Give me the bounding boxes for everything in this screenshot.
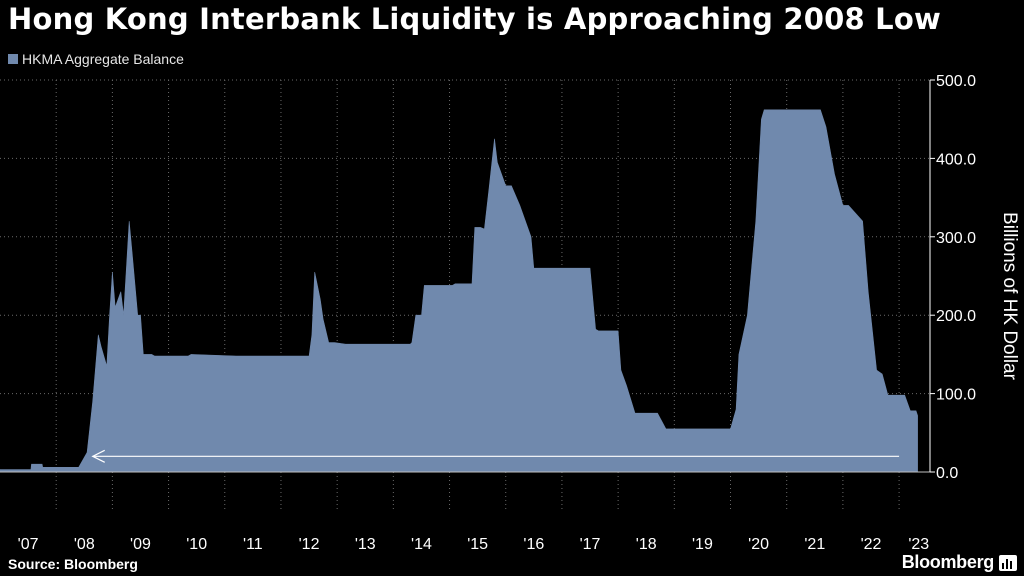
y-tick-label: 500.0 [936,73,976,90]
y-tick-label: 100.0 [936,387,976,404]
x-tick-label: '12 [299,536,320,553]
x-tick-label: '10 [186,536,207,553]
x-tick-label: '16 [523,536,544,553]
x-tick-label: '14 [411,536,432,553]
y-tick-label: 400.0 [936,151,976,168]
y-tick-label: 0.0 [936,465,958,482]
y-axis-title: Billions of HK Dollar [999,212,1020,381]
legend-label: HKMA Aggregate Balance [22,51,184,67]
x-tick-label: '15 [467,536,488,553]
y-tick-label: 200.0 [936,308,976,325]
x-tick-label: '09 [130,536,151,553]
source-note: Source: Bloomberg [8,556,138,572]
x-tick-label: '21 [804,536,825,553]
x-tick-label: '08 [74,536,95,553]
x-tick-label: '17 [580,536,601,553]
series-area [0,109,918,473]
legend: HKMA Aggregate Balance [8,51,184,67]
brand-logo: Bloomberg [901,552,995,572]
legend-swatch [8,54,18,64]
y-tick-label: 300.0 [936,230,976,247]
annotation-arrowhead [91,449,105,463]
x-tick-label: '23 [908,536,929,553]
x-tick-label: '18 [636,536,657,553]
bloomberg-terminal-icon [999,555,1017,571]
x-tick-label: '13 [355,536,376,553]
x-tick-label: '20 [748,536,769,553]
x-tick-label: '19 [692,536,713,553]
chart-title: Hong Kong Interbank Liquidity is Approac… [8,2,941,36]
x-tick-label: '11 [243,536,263,553]
x-tick-label: '07 [18,536,39,553]
x-tick-label: '22 [861,536,882,553]
